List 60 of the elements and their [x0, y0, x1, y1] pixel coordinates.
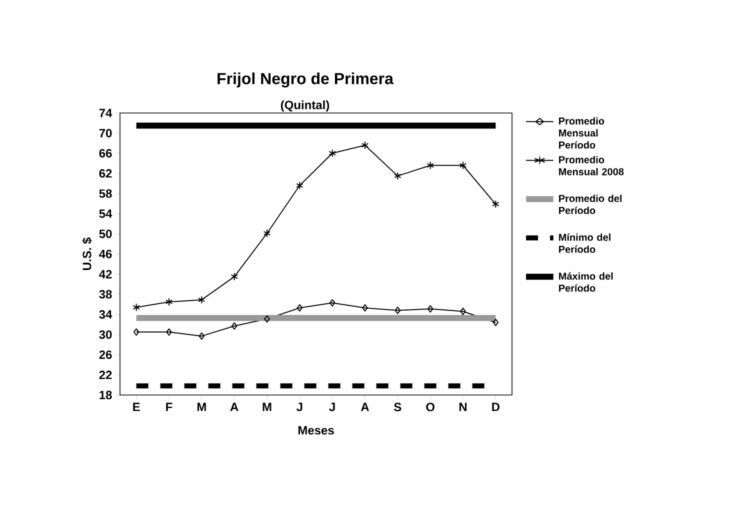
point — [263, 229, 271, 238]
point — [362, 304, 368, 312]
point — [394, 306, 401, 314]
point — [133, 328, 140, 336]
y-tick-label: 38 — [99, 290, 112, 299]
point — [231, 322, 238, 330]
point — [427, 305, 434, 313]
x-tick-label: S — [394, 402, 402, 412]
legend-label: Mínimo del Período — [559, 233, 610, 253]
legend-label: Promedio Mensual 2008 — [559, 156, 624, 176]
chart-subtitle: (Quintal) — [280, 100, 330, 112]
y-tick-label: 18 — [100, 390, 112, 400]
y-axis-title: U.S. $ — [82, 238, 92, 270]
x-tick-label: J — [296, 402, 302, 412]
x-tick-label: J — [329, 402, 335, 412]
y-tick-label: 34 — [99, 310, 112, 319]
point — [361, 141, 369, 150]
x-tick-label: A — [360, 402, 370, 412]
point — [492, 200, 500, 208]
point — [394, 172, 402, 180]
y-tick-label: 50 — [99, 230, 112, 238]
x-tick-label: D — [492, 402, 500, 412]
y-tick-label: 26 — [99, 350, 112, 359]
y-tick-label: 70 — [99, 128, 112, 138]
legend-label: Máximo del Período — [559, 272, 613, 292]
point — [296, 181, 304, 190]
point — [198, 296, 206, 304]
point — [230, 272, 238, 281]
point — [132, 303, 140, 312]
point — [426, 161, 434, 170]
x-tick-label: M — [197, 402, 206, 412]
point — [492, 318, 499, 326]
point — [165, 298, 173, 306]
point — [296, 304, 303, 312]
x-tick-label: E — [133, 402, 140, 412]
y-tick-label: 66 — [99, 149, 112, 158]
y-tick-label: 42 — [99, 270, 112, 278]
point — [166, 328, 172, 336]
x-tick-label: N — [459, 402, 467, 412]
x-tick-label: M — [262, 402, 272, 412]
point — [264, 315, 270, 323]
y-tick-label: 62 — [99, 169, 112, 178]
y-tick-label: 46 — [99, 250, 112, 258]
y-tick-label: 54 — [99, 210, 112, 218]
y-tick-label: 22 — [99, 370, 112, 380]
point — [198, 332, 205, 340]
x-tick-label: F — [166, 402, 172, 412]
legend-label: Promedio del Período — [559, 194, 622, 214]
point — [459, 161, 467, 170]
x-axis-title: Meses — [298, 426, 334, 435]
y-tick-label: 74 — [99, 108, 112, 118]
point — [329, 299, 336, 307]
point — [328, 149, 336, 158]
x-tick-label: O — [426, 402, 434, 412]
point — [460, 308, 466, 316]
x-tick-label: A — [230, 402, 238, 412]
chart-title: Frijol Negro de Primera — [218, 72, 394, 88]
legend-label: Promedio Mensual Período — [559, 117, 604, 149]
y-tick-label: 30 — [99, 330, 112, 339]
y-tick-label: 58 — [99, 189, 112, 198]
